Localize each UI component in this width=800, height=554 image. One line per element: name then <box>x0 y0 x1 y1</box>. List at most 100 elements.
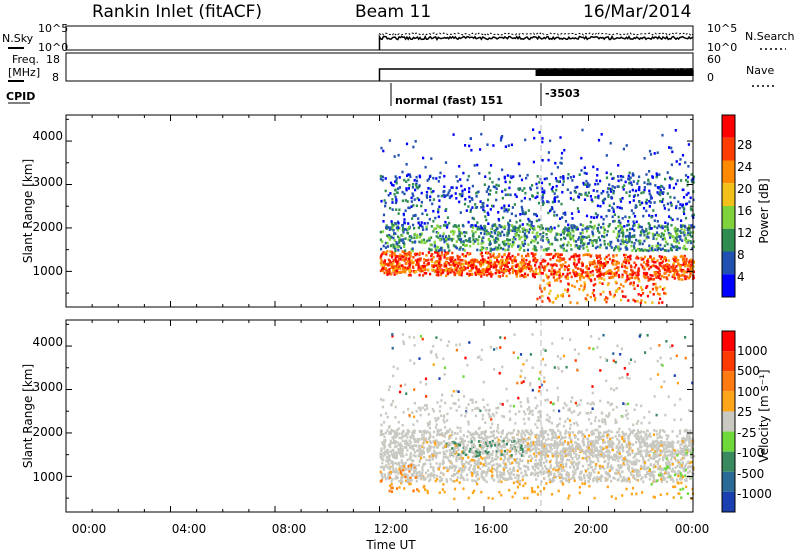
data-pixel <box>591 240 594 244</box>
data-pixel <box>456 261 459 265</box>
data-pixel <box>681 188 684 192</box>
data-pixel <box>396 441 399 444</box>
data-pixel <box>458 234 461 238</box>
data-pixel <box>384 241 387 245</box>
data-pixel <box>567 226 571 230</box>
data-pixel <box>609 293 612 296</box>
data-pixel <box>509 404 512 408</box>
data-pixel <box>663 237 666 241</box>
data-pixel <box>604 454 607 458</box>
data-pixel <box>617 478 620 481</box>
data-pixel <box>384 201 387 205</box>
data-pixel <box>664 257 667 260</box>
data-pixel <box>496 426 499 430</box>
data-pixel <box>541 435 544 438</box>
data-pixel <box>465 261 468 265</box>
data-pixel <box>392 266 395 269</box>
data-pixel <box>585 470 588 473</box>
data-pixel <box>461 462 464 466</box>
data-pixel <box>495 198 498 202</box>
data-pixel <box>587 185 590 188</box>
data-pixel <box>467 205 470 208</box>
data-pixel <box>544 265 547 268</box>
data-pixel <box>517 253 520 256</box>
data-pixel <box>458 165 461 168</box>
data-pixel <box>623 184 626 187</box>
data-pixel <box>500 263 503 266</box>
data-pixel <box>502 442 505 446</box>
data-pixel <box>648 205 651 208</box>
data-pixel <box>646 258 650 261</box>
data-pixel <box>480 132 483 136</box>
data-pixel <box>599 293 602 296</box>
data-pixel <box>672 245 675 249</box>
data-pixel <box>471 226 474 229</box>
data-pixel <box>678 277 681 281</box>
data-pixel <box>561 295 564 298</box>
data-pixel <box>526 273 529 277</box>
data-pixel <box>424 462 427 466</box>
data-pixel <box>577 258 580 262</box>
data-pixel <box>526 248 530 252</box>
data-pixel <box>514 269 517 273</box>
data-pixel <box>544 456 547 460</box>
data-pixel <box>428 238 431 242</box>
data-pixel <box>640 191 643 195</box>
data-pixel <box>418 446 421 449</box>
data-pixel <box>551 207 554 211</box>
data-pixel <box>675 472 678 476</box>
data-pixel <box>437 208 440 211</box>
data-pixel <box>536 241 539 245</box>
data-pixel <box>385 252 388 256</box>
data-pixel <box>507 208 510 211</box>
data-pixel <box>682 246 685 250</box>
data-pixel <box>663 286 666 290</box>
data-pixel <box>509 256 512 259</box>
data-pixel <box>689 432 692 435</box>
data-pixel <box>522 266 525 269</box>
data-pixel <box>644 255 647 259</box>
data-pixel <box>491 467 494 470</box>
data-pixel <box>535 214 538 218</box>
data-pixel <box>429 243 432 246</box>
data-pixel <box>508 252 511 255</box>
data-pixel <box>584 191 587 195</box>
data-pixel <box>416 186 419 190</box>
data-pixel <box>603 257 606 261</box>
data-pixel <box>521 429 524 433</box>
data-pixel <box>643 273 646 276</box>
data-pixel <box>564 477 567 480</box>
data-pixel <box>686 228 689 231</box>
data-pixel <box>464 356 467 360</box>
data-pixel <box>496 237 499 240</box>
data-pixel <box>589 225 592 228</box>
nave-tick-bottom: 0 <box>707 71 714 84</box>
data-pixel <box>455 266 458 270</box>
data-pixel <box>452 229 455 233</box>
data-pixel <box>596 226 599 230</box>
data-pixel <box>379 256 382 259</box>
data-pixel <box>655 413 658 417</box>
data-pixel <box>676 217 679 221</box>
data-pixel <box>603 197 607 201</box>
data-pixel <box>670 223 673 227</box>
data-pixel <box>589 466 592 469</box>
data-pixel <box>688 224 691 228</box>
data-pixel <box>567 241 570 244</box>
data-pixel <box>643 239 646 243</box>
data-pixel <box>617 215 620 219</box>
data-pixel <box>420 221 423 224</box>
data-pixel <box>542 260 545 263</box>
data-pixel <box>632 220 635 223</box>
data-pixel <box>481 258 485 261</box>
data-pixel <box>556 255 560 259</box>
data-pixel <box>644 276 647 280</box>
data-pixel <box>430 254 433 258</box>
data-pixel <box>661 237 664 241</box>
data-pixel <box>506 238 509 241</box>
data-pixel <box>591 391 594 395</box>
data-pixel <box>501 168 504 172</box>
data-pixel <box>683 244 686 248</box>
data-pixel <box>460 271 463 274</box>
data-pixel <box>682 206 685 209</box>
